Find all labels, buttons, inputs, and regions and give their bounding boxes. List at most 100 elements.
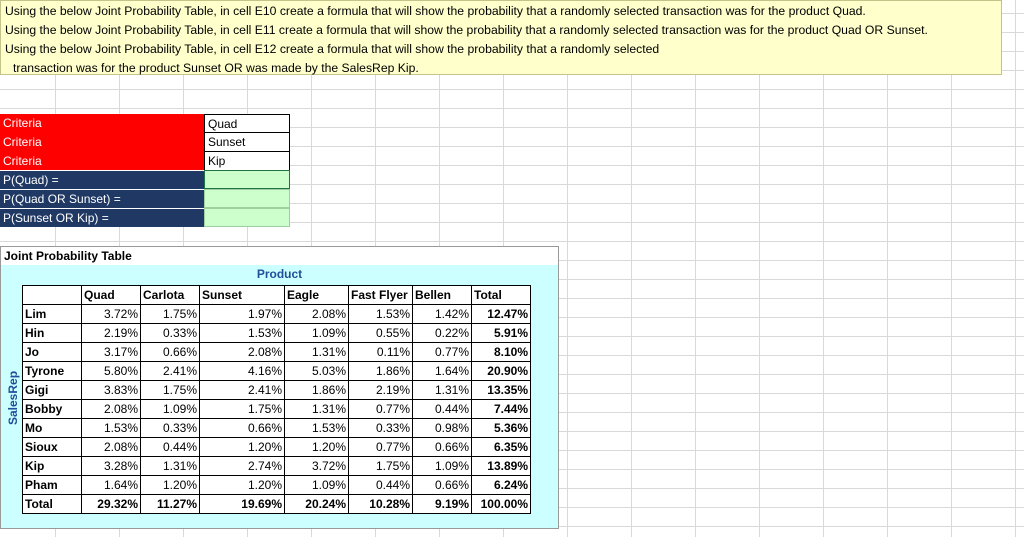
criteria-value-sunset[interactable]: Sunset [204, 133, 290, 152]
row-total-cell[interactable]: 13.35% [471, 380, 531, 400]
row-total-cell[interactable]: 8.10% [471, 342, 531, 362]
probability-cell[interactable]: 0.33% [140, 418, 200, 438]
criteria-label-2[interactable]: Criteria [0, 133, 205, 152]
probability-cell[interactable]: 0.11% [348, 342, 413, 362]
probability-cell[interactable]: 1.86% [284, 380, 349, 400]
probability-cell[interactable]: 2.08% [81, 399, 141, 419]
probability-cell[interactable]: 1.20% [199, 437, 285, 457]
probability-cell[interactable]: 0.77% [412, 342, 472, 362]
probability-cell[interactable]: 0.33% [348, 418, 413, 438]
total-row-label[interactable]: Total [22, 494, 82, 514]
salesrep-name[interactable]: Gigi [22, 380, 82, 400]
probability-cell[interactable]: 0.66% [140, 342, 200, 362]
probability-cell[interactable]: 1.42% [412, 304, 472, 324]
probability-cell[interactable]: 0.66% [412, 437, 472, 457]
prob-label-sunset-or-kip[interactable]: P(Sunset OR Kip) = [0, 208, 205, 227]
probability-cell[interactable]: 1.97% [199, 304, 285, 324]
probability-cell[interactable]: 1.53% [284, 418, 349, 438]
criteria-label-3[interactable]: Criteria [0, 152, 205, 171]
probability-cell[interactable]: 2.41% [140, 361, 200, 381]
probability-cell[interactable]: 0.44% [412, 399, 472, 419]
prob-label-quad[interactable]: P(Quad) = [0, 170, 205, 189]
salesrep-name[interactable]: Sioux [22, 437, 82, 457]
prob-input-e12[interactable] [204, 208, 290, 227]
probability-cell[interactable]: 0.33% [140, 323, 200, 343]
probability-cell[interactable]: 19.69% [199, 494, 285, 514]
probability-cell[interactable]: 1.31% [412, 380, 472, 400]
probability-cell[interactable]: 29.32% [81, 494, 141, 514]
probability-cell[interactable]: 4.16% [199, 361, 285, 381]
probability-cell[interactable]: 3.83% [81, 380, 141, 400]
probability-cell[interactable]: 9.19% [412, 494, 472, 514]
probability-cell[interactable]: 1.75% [140, 380, 200, 400]
row-total-cell[interactable]: 13.89% [471, 456, 531, 476]
row-total-cell[interactable]: 6.24% [471, 475, 531, 495]
row-total-cell[interactable]: 20.90% [471, 361, 531, 381]
column-header[interactable]: Total [471, 285, 531, 305]
row-total-cell[interactable]: 100.00% [471, 494, 531, 514]
probability-cell[interactable]: 2.19% [81, 323, 141, 343]
row-total-cell[interactable]: 7.44% [471, 399, 531, 419]
probability-cell[interactable]: 2.41% [199, 380, 285, 400]
column-header[interactable]: Sunset [199, 285, 285, 305]
prob-label-quad-or-sunset[interactable]: P(Quad OR Sunset) = [0, 189, 205, 208]
probability-cell[interactable]: 0.66% [199, 418, 285, 438]
column-header[interactable]: Carlota [140, 285, 200, 305]
criteria-label-1[interactable]: Criteria [0, 114, 205, 133]
row-total-cell[interactable]: 12.47% [471, 304, 531, 324]
probability-cell[interactable]: 1.09% [284, 323, 349, 343]
probability-cell[interactable]: 0.22% [412, 323, 472, 343]
probability-cell[interactable]: 3.17% [81, 342, 141, 362]
probability-cell[interactable]: 0.44% [348, 475, 413, 495]
header-corner[interactable] [22, 285, 82, 305]
probability-cell[interactable]: 2.08% [81, 437, 141, 457]
salesrep-name[interactable]: Jo [22, 342, 82, 362]
row-total-cell[interactable]: 6.35% [471, 437, 531, 457]
salesrep-name[interactable]: Tyrone [22, 361, 82, 381]
probability-cell[interactable]: 5.03% [284, 361, 349, 381]
probability-cell[interactable]: 2.19% [348, 380, 413, 400]
salesrep-name[interactable]: Bobby [22, 399, 82, 419]
probability-cell[interactable]: 1.53% [199, 323, 285, 343]
probability-cell[interactable]: 1.09% [412, 456, 472, 476]
probability-cell[interactable]: 3.72% [81, 304, 141, 324]
probability-cell[interactable]: 0.77% [348, 399, 413, 419]
prob-input-e11[interactable] [204, 189, 290, 208]
probability-cell[interactable]: 0.44% [140, 437, 200, 457]
row-total-cell[interactable]: 5.91% [471, 323, 531, 343]
column-header[interactable]: Fast Flyer [348, 285, 413, 305]
probability-cell[interactable]: 11.27% [140, 494, 200, 514]
probability-cell[interactable]: 1.75% [348, 456, 413, 476]
probability-cell[interactable]: 1.20% [140, 475, 200, 495]
probability-cell[interactable]: 2.08% [199, 342, 285, 362]
probability-cell[interactable]: 1.31% [284, 399, 349, 419]
probability-cell[interactable]: 1.20% [284, 437, 349, 457]
probability-cell[interactable]: 0.77% [348, 437, 413, 457]
probability-cell[interactable]: 2.74% [199, 456, 285, 476]
column-header[interactable]: Quad [81, 285, 141, 305]
probability-cell[interactable]: 2.08% [284, 304, 349, 324]
probability-cell[interactable]: 1.20% [199, 475, 285, 495]
salesrep-name[interactable]: Mo [22, 418, 82, 438]
probability-cell[interactable]: 1.31% [140, 456, 200, 476]
probability-cell[interactable]: 0.98% [412, 418, 472, 438]
probability-cell[interactable]: 1.64% [412, 361, 472, 381]
column-header[interactable]: Eagle [284, 285, 349, 305]
probability-cell[interactable]: 1.86% [348, 361, 413, 381]
probability-cell[interactable]: 1.75% [140, 304, 200, 324]
probability-cell[interactable]: 1.09% [140, 399, 200, 419]
probability-cell[interactable]: 1.53% [348, 304, 413, 324]
salesrep-name[interactable]: Hin [22, 323, 82, 343]
probability-cell[interactable]: 1.53% [81, 418, 141, 438]
column-header[interactable]: Bellen [412, 285, 472, 305]
criteria-value-kip[interactable]: Kip [204, 152, 290, 171]
salesrep-name[interactable]: Pham [22, 475, 82, 495]
criteria-value-quad[interactable]: Quad [204, 114, 290, 133]
probability-cell[interactable]: 0.55% [348, 323, 413, 343]
probability-cell[interactable]: 0.66% [412, 475, 472, 495]
salesrep-name[interactable]: Kip [22, 456, 82, 476]
row-total-cell[interactable]: 5.36% [471, 418, 531, 438]
salesrep-name[interactable]: Lim [22, 304, 82, 324]
probability-cell[interactable]: 20.24% [284, 494, 349, 514]
prob-input-e10[interactable] [204, 170, 290, 189]
